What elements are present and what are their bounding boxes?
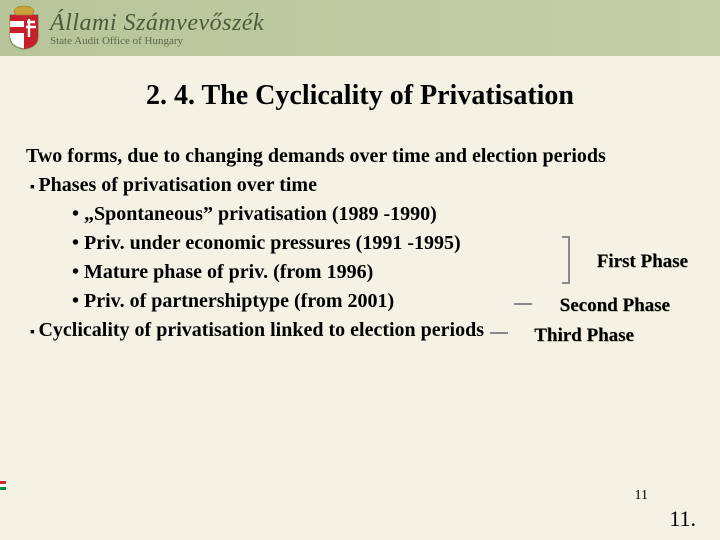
org-subtitle: State Audit Office of Hungary xyxy=(50,35,264,47)
page-number-large: 11. xyxy=(669,506,696,532)
label-second-phase: Second Phase xyxy=(560,292,670,320)
intro-text: Two forms, due to changing demands over … xyxy=(26,142,694,171)
org-title-block: Állami Számvevőszék State Audit Office o… xyxy=(50,10,264,47)
hungary-crest-icon xyxy=(6,5,42,51)
slide-title: 2. 4. The Cyclicality of Privatisation xyxy=(0,80,720,112)
flag-stripes-icon xyxy=(0,481,6,490)
page-number-small: 11 xyxy=(635,488,648,504)
connector-second-phase xyxy=(514,303,532,305)
connector-third-phase xyxy=(490,332,508,334)
header-bar: Állami Számvevőszék State Audit Office o… xyxy=(0,0,720,56)
org-name: Állami Számvevőszék xyxy=(50,10,264,37)
label-third-phase: Third Phase xyxy=(534,322,634,350)
bullet-spontaneous: „Spontaneous” privatisation (1989 -1990) xyxy=(72,200,694,229)
bracket-first-phase xyxy=(562,236,570,284)
label-first-phase: First Phase xyxy=(597,248,688,276)
content-block: Two forms, due to changing demands over … xyxy=(26,142,694,345)
bullet-phases: Phases of privatisation over time xyxy=(30,171,694,200)
